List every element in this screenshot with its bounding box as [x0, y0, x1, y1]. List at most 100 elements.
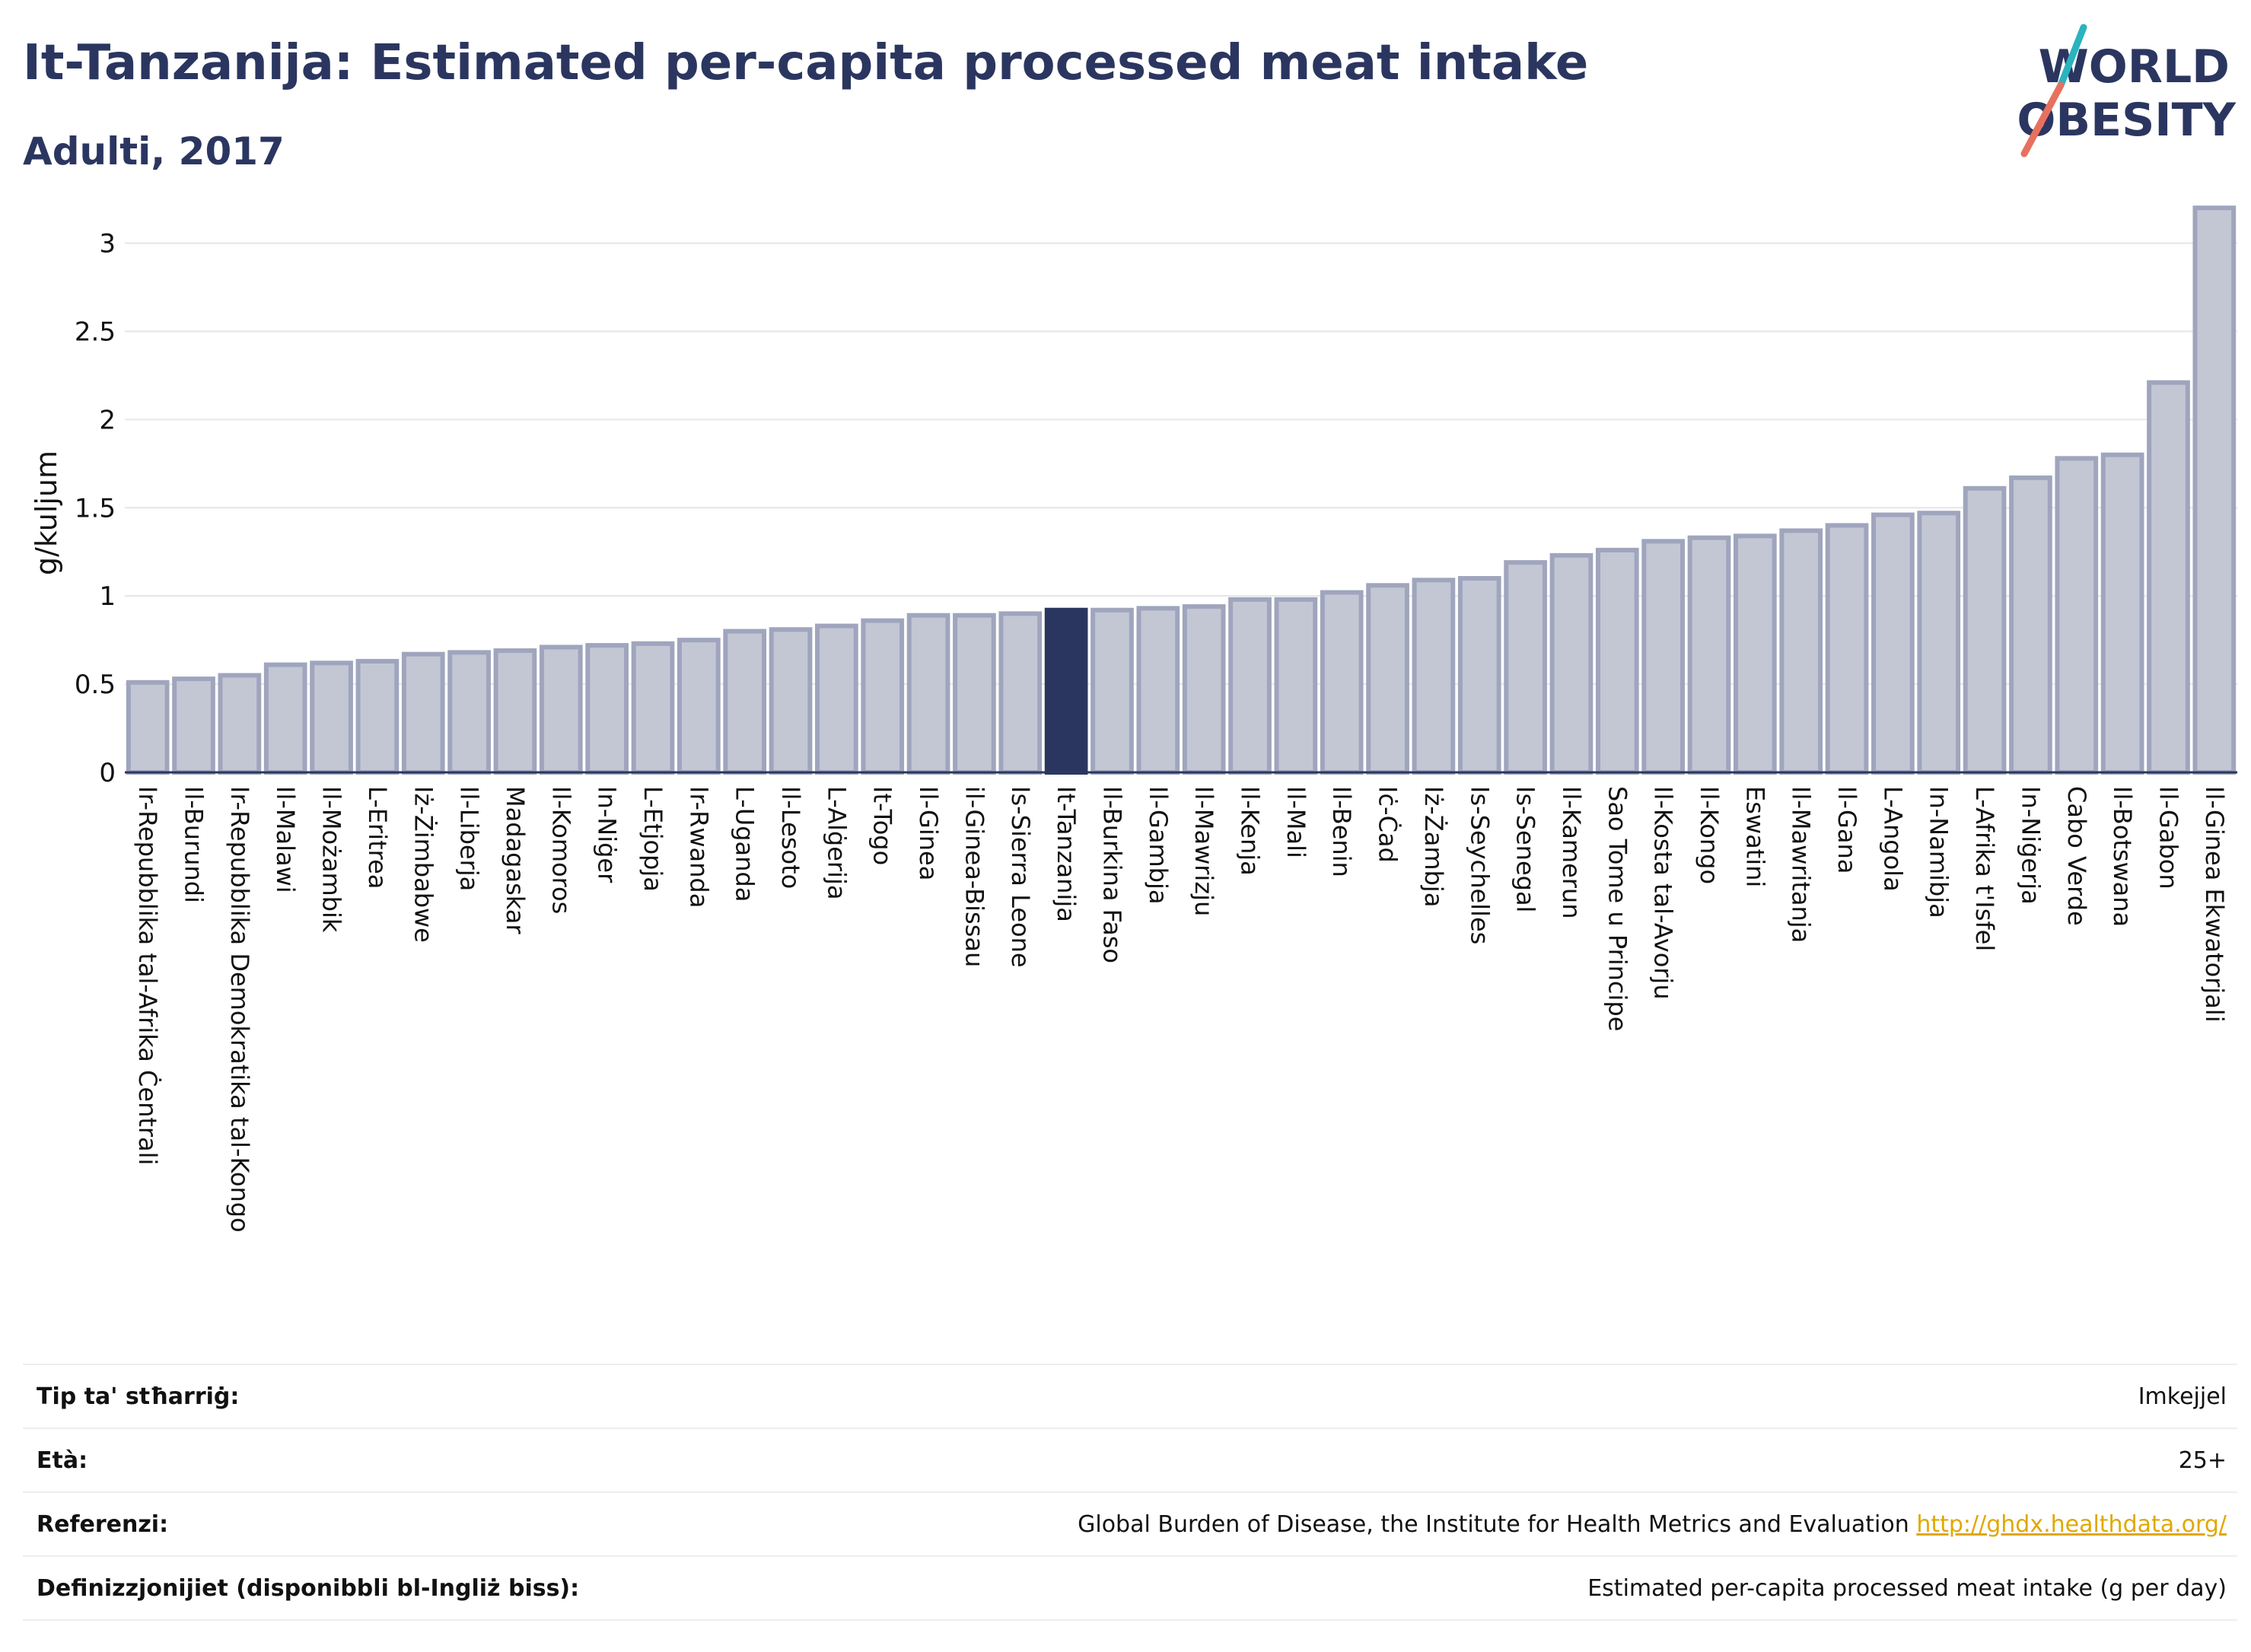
x-tick-label: Il-Benin — [1327, 786, 1356, 877]
x-tick-label: Il-Mali — [1282, 786, 1310, 858]
info-label-survey-type: Tip ta' stħarriġ: — [37, 1383, 240, 1410]
bar — [998, 611, 1043, 775]
x-tick-label: L-Angola — [1878, 786, 1907, 892]
info-label-definitions: Definizzjonijiet (disponibbli bl-Ingliż … — [37, 1574, 580, 1602]
x-tick-label: Il-Gabon — [2154, 786, 2183, 890]
bar-chart: 0 0.5 1 1.5 2 2.5 3 Ir-Repubblika tal-Afrika Ċ… — [30, 205, 2237, 1233]
x-tick-label: L-Alġerija — [822, 786, 851, 899]
x-tick-label: Madagaskar — [501, 786, 530, 934]
bar — [1274, 597, 1318, 775]
bar — [1457, 576, 1501, 775]
info-label-age: Età: — [37, 1447, 88, 1474]
bar — [1320, 590, 1364, 775]
bar — [953, 613, 996, 775]
bar — [1090, 607, 1134, 775]
bar — [401, 651, 445, 775]
x-tick-label: In-Niġer — [593, 786, 622, 883]
info-row-age: Età: 25+ — [23, 1429, 2237, 1493]
x-tick-label: Il-Gana — [1832, 786, 1861, 874]
x-tick-label: Is-Sierra Leone — [1006, 786, 1035, 968]
x-tick-label: Il-Kosta tal-Avorju — [1649, 786, 1678, 1000]
x-tick-label: Il-Malawi — [271, 786, 300, 893]
bar — [585, 643, 629, 775]
x-tick-label: Il-Komoros — [546, 786, 575, 914]
bar — [493, 648, 537, 775]
bar — [447, 650, 491, 775]
x-tick-label: Il-Mawritanja — [1787, 786, 1816, 943]
bar — [263, 662, 307, 775]
info-label-references: Referenzi: — [37, 1510, 169, 1538]
bar — [355, 658, 400, 775]
x-tick-label: L-Etjopja — [638, 786, 667, 892]
bar — [1549, 552, 1594, 775]
y-tick-label: 0 — [99, 758, 116, 788]
bar — [631, 641, 675, 775]
x-tick-label: Iċ-Ċad — [1374, 786, 1402, 863]
info-value-survey-type: Imkejjel — [2138, 1383, 2227, 1410]
bar — [769, 627, 813, 775]
bar — [2009, 475, 2052, 775]
x-tick-label: L-Eritrea — [363, 786, 392, 889]
bar — [539, 645, 583, 775]
y-tick-label: 1.5 — [75, 493, 116, 524]
x-tick-label: In-Niġerja — [2016, 786, 2045, 905]
bar-highlighted — [1044, 607, 1088, 775]
x-tick-label: It-Tanzanija — [1052, 786, 1081, 922]
bar — [2100, 452, 2144, 775]
x-tick-label: Is-Seychelles — [1465, 786, 1494, 944]
bar — [1871, 512, 1915, 775]
info-value-references: Global Burden of Disease, the Institute … — [1078, 1511, 2237, 1538]
bars — [126, 205, 2237, 775]
bar — [1412, 578, 1456, 775]
bar — [172, 676, 215, 775]
bar — [723, 629, 767, 775]
y-tick-label: 0.5 — [75, 670, 116, 700]
y-tick-label: 1 — [99, 581, 116, 612]
bar — [1687, 535, 1731, 775]
bar — [1825, 523, 1869, 775]
x-tick-label: L-Uganda — [731, 786, 759, 902]
x-tick-label: il-Ginea-Bissau — [960, 786, 989, 967]
bar — [861, 618, 905, 775]
x-tick-label: Il-Botswana — [2108, 786, 2137, 927]
reference-link[interactable]: http://ghdx.healthdata.org/ — [1916, 1510, 2227, 1538]
info-value-definitions: Estimated per-capita processed meat inta… — [1587, 1574, 2227, 1602]
x-tick-label: In-Namibja — [1925, 786, 1953, 918]
bar — [2147, 380, 2190, 775]
bar — [1963, 485, 2007, 775]
info-table: Tip ta' stħarriġ: Imkejjel Età: 25+ Refe… — [23, 1364, 2237, 1621]
chart-subtitle: Adulti, 2017 — [23, 129, 285, 173]
bar — [1734, 533, 1777, 775]
reference-text: Global Burden of Disease, the Institute … — [1078, 1510, 1909, 1538]
x-tick-label: Il-Możambik — [317, 786, 346, 933]
x-tick-label: Il-Mawrizju — [1189, 786, 1218, 916]
x-tick-label: Il-Lesoto — [776, 786, 805, 889]
x-tick-label: It-Togo — [868, 786, 897, 865]
x-tick-label: Il-Ginea — [914, 786, 943, 880]
bar — [310, 660, 353, 775]
bar — [1182, 604, 1226, 775]
x-tick-label: Sao Tome u Principe — [1603, 786, 1632, 1031]
bar — [906, 613, 950, 775]
bar — [815, 623, 858, 775]
x-tick-label: Iż-Żimbabwe — [409, 786, 438, 943]
x-tick-label: Il-Burundi — [180, 786, 209, 903]
bar — [1595, 547, 1639, 775]
bar — [1136, 606, 1180, 775]
bar — [2055, 456, 2099, 775]
x-tick-label: Il-Kamerun — [1557, 786, 1586, 918]
x-tick-label: Il-Gambja — [1144, 786, 1173, 904]
bar — [126, 680, 170, 775]
x-tick-label: Ir-Repubblika Demokratika tal-Kongo — [225, 786, 254, 1233]
bar — [1641, 539, 1685, 775]
x-tick-label: Eswatini — [1740, 786, 1769, 887]
x-tick-label: Il-Kongo — [1695, 786, 1724, 884]
x-tick-label: Il-Kenja — [1236, 786, 1265, 876]
bar — [1504, 560, 1547, 775]
y-axis-label: g/kuljum — [30, 450, 63, 575]
y-tick-label: 2.5 — [75, 317, 116, 347]
y-tick-label: 3 — [99, 229, 116, 259]
x-tick-label: L-Afrika t'Isfel — [1970, 786, 1999, 951]
logo-slash-teal — [2057, 24, 2087, 89]
world-obesity-logo: WORLD OBESITY — [2017, 24, 2237, 158]
